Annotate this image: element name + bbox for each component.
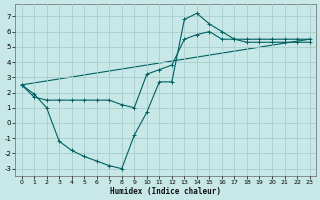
X-axis label: Humidex (Indice chaleur): Humidex (Indice chaleur) [110, 187, 221, 196]
